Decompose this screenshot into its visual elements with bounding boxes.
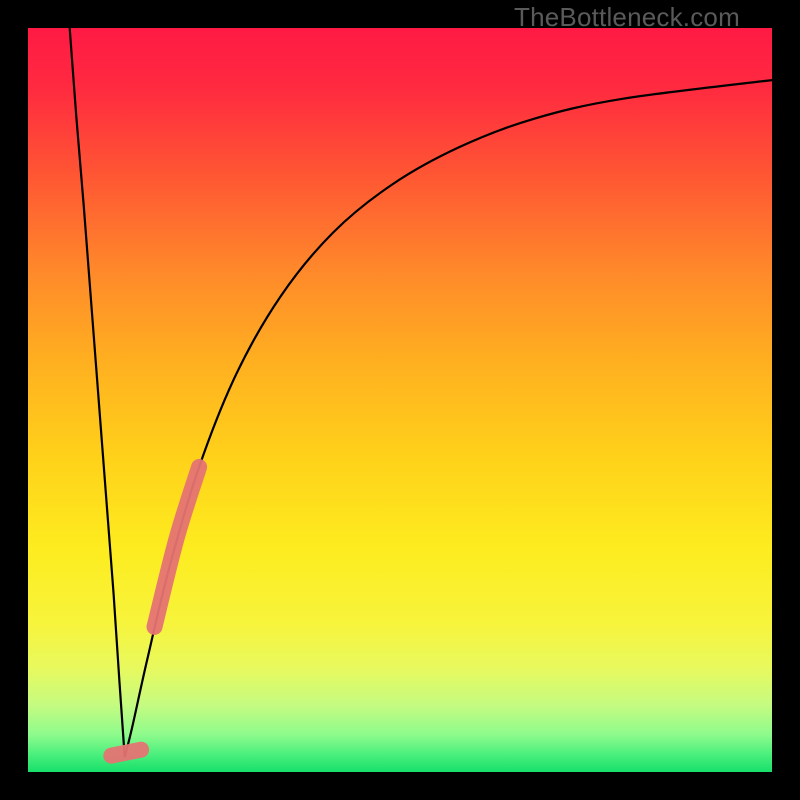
frame-border-right (772, 0, 800, 800)
watermark-text: TheBottleneck.com (514, 2, 740, 33)
frame-border-bottom (0, 772, 800, 800)
chart-canvas: TheBottleneck.com (0, 0, 800, 800)
bottleneck-chart (0, 0, 800, 800)
minimum-marker (111, 750, 141, 756)
frame-border-left (0, 0, 28, 800)
gradient-background (28, 28, 772, 772)
